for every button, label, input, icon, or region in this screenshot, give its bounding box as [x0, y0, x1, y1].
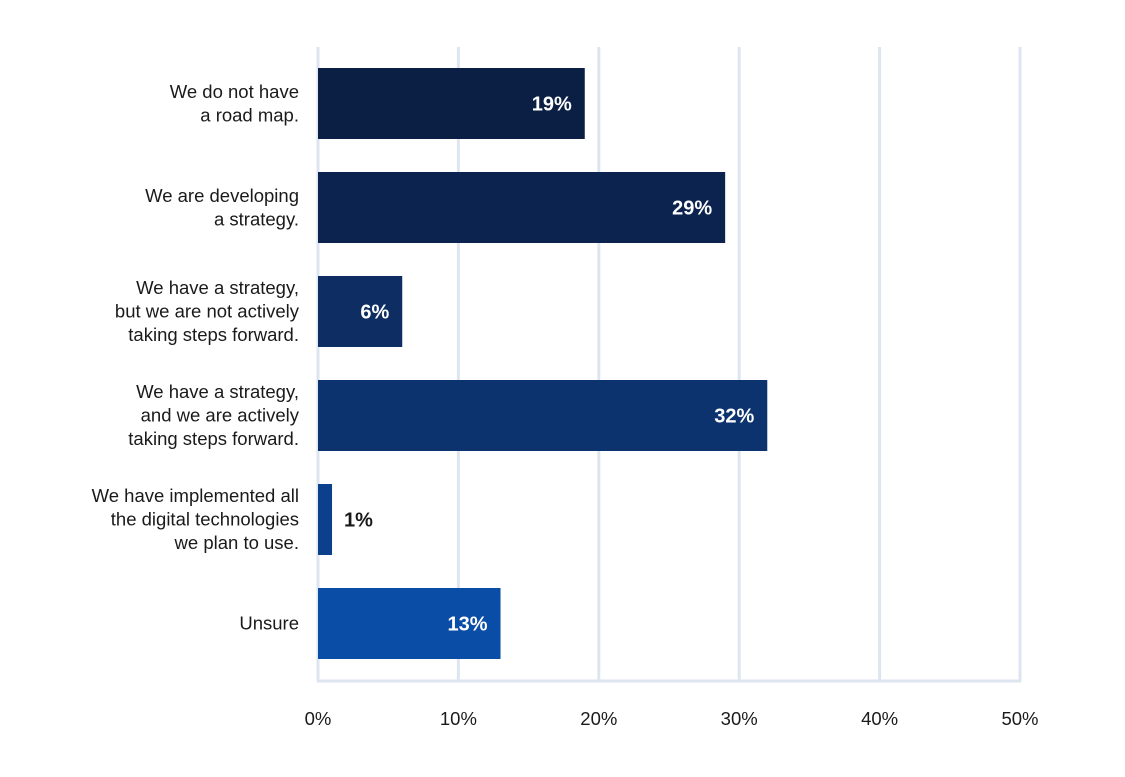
x-tick-label: 30%: [721, 708, 758, 729]
category-label: the digital technologies: [111, 509, 299, 530]
category-label: a road map.: [200, 104, 299, 125]
category-label: We have a strategy,: [136, 277, 299, 298]
data-label: 19%: [532, 94, 572, 116]
bar: [318, 484, 333, 555]
category-label: We are developing: [145, 185, 299, 206]
x-tick-labels: 0% 10% 20% 30% 40% 50%: [305, 708, 1039, 729]
category-label: we plan to use.: [174, 532, 299, 553]
x-tick-label: 40%: [861, 708, 898, 729]
x-tick-label: 10%: [440, 708, 477, 729]
category-label: a strategy.: [214, 208, 299, 229]
data-label: 32%: [714, 406, 754, 428]
x-tick-label: 20%: [580, 708, 617, 729]
category-label: We do not have: [170, 81, 299, 102]
data-label: 6%: [360, 302, 389, 324]
category-label: but we are not actively: [115, 301, 300, 322]
category-label: taking steps forward.: [128, 428, 299, 449]
x-tick-label: 0%: [305, 708, 332, 729]
data-label: 1%: [344, 510, 373, 532]
bars: 19% 29% 6% 32% 1% 13%: [318, 68, 768, 659]
bar: [318, 68, 585, 139]
category-label: We have implemented all: [92, 485, 299, 506]
data-label: 29%: [672, 198, 712, 220]
category-label: Unsure: [239, 613, 299, 634]
gridlines: [316, 47, 1022, 683]
bar: [318, 276, 403, 347]
category-label: taking steps forward.: [128, 324, 299, 345]
category-label: and we are actively: [141, 405, 300, 426]
bar: [318, 588, 501, 659]
data-label: 13%: [447, 614, 487, 636]
category-label: We have a strategy,: [136, 381, 299, 402]
bar: [318, 380, 768, 451]
bar: [318, 172, 726, 243]
x-tick-label: 50%: [1001, 708, 1038, 729]
